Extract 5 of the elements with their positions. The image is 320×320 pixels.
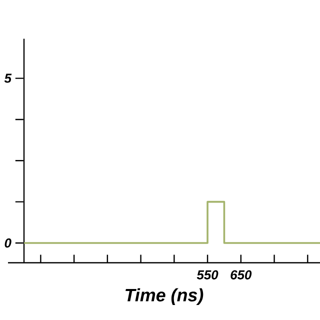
x-tick-label: 650 [230, 270, 252, 280]
x-tick-label: 550 [196, 270, 218, 280]
x-axis-title: Time (ns) [126, 288, 204, 306]
y-tick-label: 5 [4, 74, 12, 83]
y-tick-label: 0 [4, 238, 12, 248]
